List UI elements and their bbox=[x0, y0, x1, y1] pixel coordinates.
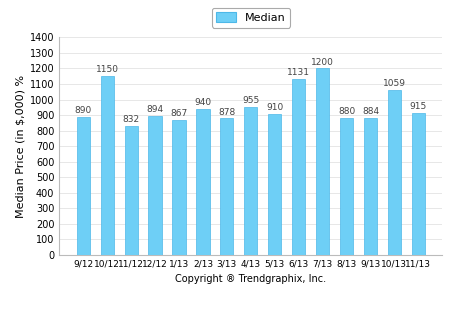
Text: 1059: 1059 bbox=[382, 80, 405, 88]
Bar bbox=[387, 90, 400, 255]
Bar bbox=[101, 76, 114, 255]
Bar bbox=[76, 117, 90, 255]
Text: 940: 940 bbox=[194, 98, 211, 107]
Text: 832: 832 bbox=[122, 115, 139, 124]
Bar bbox=[411, 113, 424, 255]
Text: 910: 910 bbox=[266, 103, 283, 112]
Bar bbox=[363, 118, 376, 255]
Text: 1200: 1200 bbox=[310, 58, 334, 67]
Bar bbox=[268, 114, 281, 255]
Bar bbox=[244, 106, 257, 255]
Text: 880: 880 bbox=[337, 107, 354, 116]
Y-axis label: Median Price (in $,000) %: Median Price (in $,000) % bbox=[15, 75, 25, 218]
Text: 894: 894 bbox=[146, 105, 163, 114]
Text: 867: 867 bbox=[170, 109, 187, 118]
Bar bbox=[172, 120, 185, 255]
Bar bbox=[339, 118, 352, 255]
Bar bbox=[196, 109, 209, 255]
X-axis label: Copyright ® Trendgraphix, Inc.: Copyright ® Trendgraphix, Inc. bbox=[175, 274, 326, 285]
Text: 884: 884 bbox=[361, 107, 378, 116]
Text: 915: 915 bbox=[409, 102, 426, 111]
Text: 955: 955 bbox=[242, 96, 259, 104]
Bar bbox=[220, 118, 233, 255]
Text: 890: 890 bbox=[75, 106, 92, 115]
Text: 1150: 1150 bbox=[96, 65, 118, 74]
Legend: Median: Median bbox=[211, 8, 289, 28]
Bar bbox=[315, 68, 329, 255]
Bar bbox=[292, 79, 304, 255]
Bar bbox=[124, 126, 137, 255]
Text: 878: 878 bbox=[218, 108, 235, 117]
Bar bbox=[148, 116, 161, 255]
Text: 1131: 1131 bbox=[287, 68, 309, 77]
